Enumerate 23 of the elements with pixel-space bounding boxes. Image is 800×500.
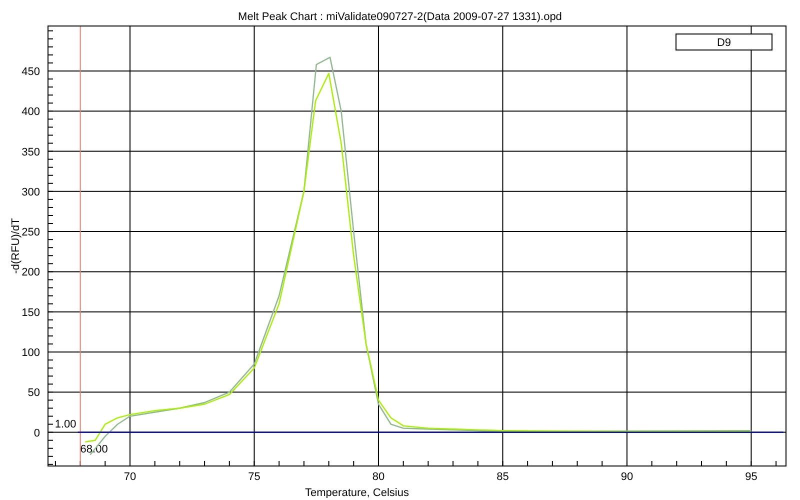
y-axis-title: -d(RFU)/dT (10, 218, 22, 274)
y-tick-label: 450 (22, 66, 40, 78)
y-tick-label: 250 (22, 226, 40, 239)
y-tick-label: 0 (34, 427, 40, 440)
y-tick-label: 50 (28, 387, 40, 400)
x-tick-label: 75 (248, 471, 260, 483)
label-box: D9 (676, 34, 772, 50)
x-tick-label: 90 (620, 471, 634, 483)
x-axis-title: Temperature, Celsius (305, 487, 410, 499)
y-tick-label: 300 (22, 186, 40, 198)
y-tick-label: 400 (22, 106, 40, 118)
y-tick-label: 350 (22, 146, 40, 158)
x-tick-label: 70 (124, 471, 136, 483)
x-tick-label: 95 (745, 471, 758, 483)
annotation: D9 (716, 37, 732, 49)
y-tick-label: 150 (22, 306, 40, 319)
x-tick-label: 80 (372, 471, 385, 483)
y-tick-label: 200 (22, 266, 40, 279)
ref-line-label: 68.00 (80, 443, 108, 456)
y-tick-label: 100 (22, 346, 40, 359)
x-tick-label: 85 (496, 471, 509, 483)
annotation: 1.00 (54, 418, 76, 430)
chart-title: Melt Peak Chart : miValidate090727-2(Data 2009-07-27 1331).opd (238, 11, 562, 23)
